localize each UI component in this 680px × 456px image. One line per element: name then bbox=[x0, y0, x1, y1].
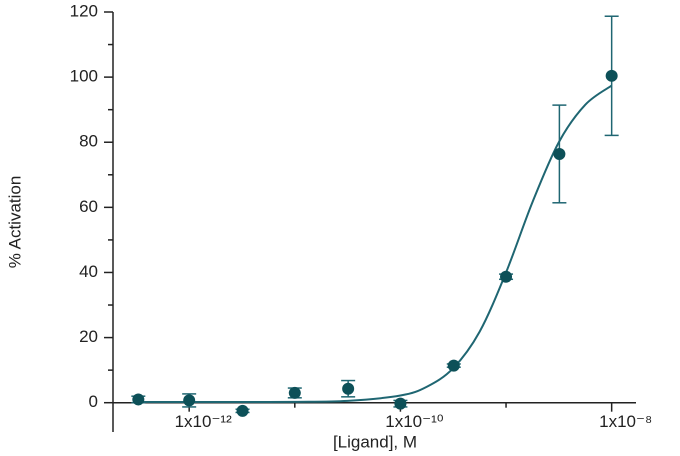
y-tick-label: 20 bbox=[79, 327, 98, 346]
data-point bbox=[183, 394, 196, 407]
data-point bbox=[394, 397, 407, 410]
y-tick-label: 60 bbox=[79, 197, 98, 216]
x-tick-label: 1x10⁻⁸ bbox=[599, 412, 652, 431]
data-point bbox=[288, 386, 301, 399]
x-axis-label: [Ligand], M bbox=[333, 432, 417, 451]
y-tick-label: 40 bbox=[79, 262, 98, 281]
y-tick-label: 100 bbox=[70, 67, 98, 86]
x-tick-label: 1x10⁻¹² bbox=[175, 412, 232, 431]
data-point bbox=[605, 69, 618, 82]
data-point bbox=[342, 382, 355, 395]
y-axis-label: % Activation bbox=[5, 176, 24, 269]
data-point bbox=[500, 270, 513, 283]
data-point bbox=[553, 147, 566, 160]
x-tick-label: 1x10⁻¹⁰ bbox=[385, 412, 443, 431]
data-point bbox=[447, 359, 460, 372]
data-point bbox=[132, 393, 145, 406]
data-point bbox=[236, 404, 249, 417]
fit-curve bbox=[136, 84, 613, 404]
y-tick-label: 80 bbox=[79, 132, 98, 151]
y-tick-label: 0 bbox=[89, 392, 98, 411]
y-tick-label: 120 bbox=[70, 1, 98, 20]
